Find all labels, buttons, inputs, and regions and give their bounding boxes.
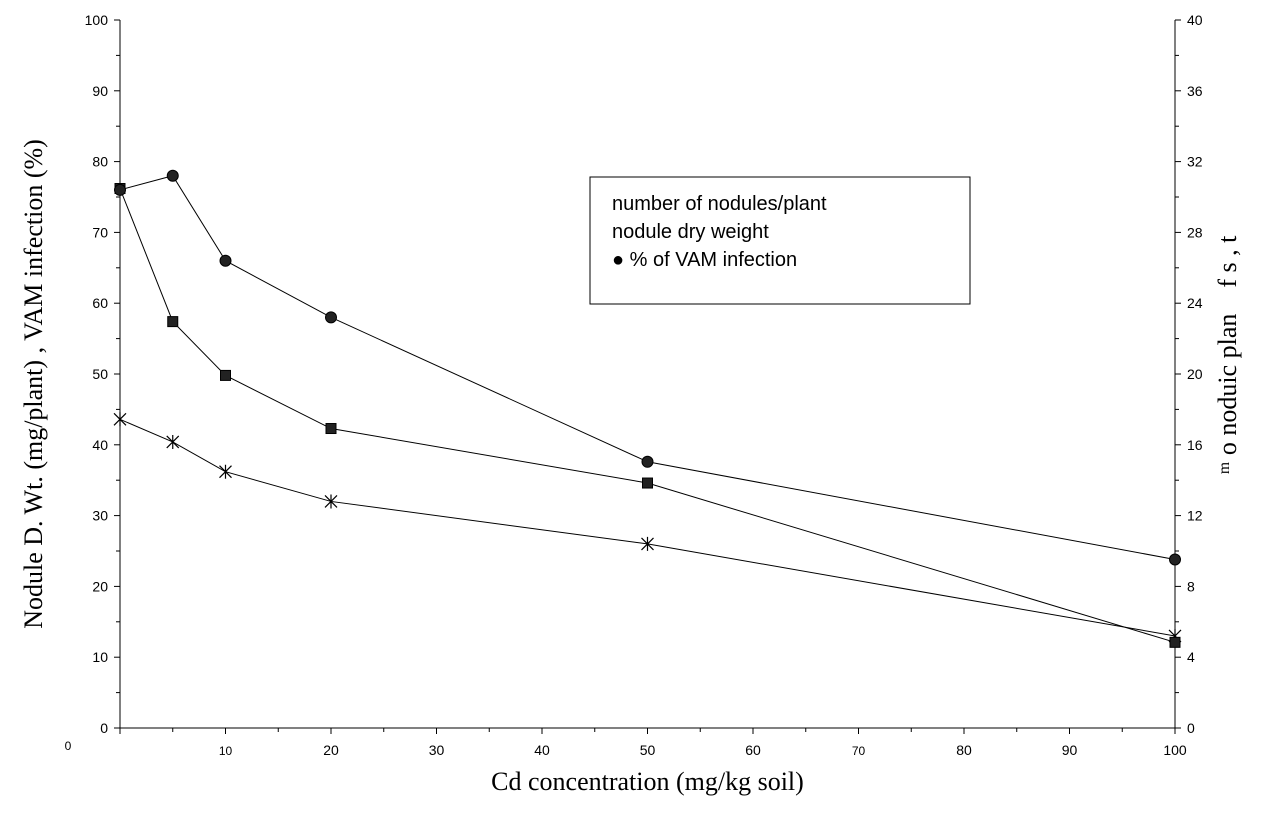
x-tick-label: 10 xyxy=(219,744,233,758)
y-tick-label: 60 xyxy=(92,295,108,311)
tick-marks xyxy=(114,19,1181,734)
data-point-circle xyxy=(325,311,337,324)
y2-tick-label: 4 xyxy=(1187,649,1195,665)
y2-tick-label: 32 xyxy=(1187,154,1203,170)
legend-box xyxy=(589,176,971,305)
y-tick-label: 30 xyxy=(92,508,108,524)
y2-tick-label: 12 xyxy=(1187,508,1203,524)
y-tick-label: 100 xyxy=(85,12,109,28)
data-point-square xyxy=(220,369,231,381)
data-point-square xyxy=(642,477,653,489)
y2-tick-label: 24 xyxy=(1187,295,1203,311)
series-line-square xyxy=(119,188,1176,643)
data-point-star xyxy=(324,494,338,509)
series-star xyxy=(113,412,1182,643)
y-tick-label: 90 xyxy=(92,83,108,99)
y-tick-label: 70 xyxy=(92,224,108,240)
series-line-star xyxy=(119,418,1176,637)
x-tick-label: 0 xyxy=(65,739,72,753)
y-tick-label: 10 xyxy=(92,649,108,665)
legend-entry-dry-weight: nodule dry weight xyxy=(612,221,769,243)
data-point-star xyxy=(166,434,180,449)
data-point-star xyxy=(641,536,654,551)
x-tick-label: 80 xyxy=(956,742,972,758)
y2-tick-label: 0 xyxy=(1187,720,1195,736)
y-tick-label: 20 xyxy=(92,578,108,594)
x-tick-label: 60 xyxy=(745,742,761,758)
legend: number of nodules/plant nodule dry weigh… xyxy=(589,176,971,305)
legend-entry-vam: ● % of VAM infection xyxy=(612,249,797,271)
y-tick-label: 40 xyxy=(92,437,108,453)
y2-tick-label: 20 xyxy=(1187,366,1203,382)
data-point-circle xyxy=(641,455,654,468)
data-point-circle xyxy=(219,254,232,267)
y2-axis-title: ᵐ o noduic plan f s , t xyxy=(1213,235,1242,475)
y2-tick-label: 28 xyxy=(1187,224,1203,240)
y-tick-label: 0 xyxy=(100,720,108,736)
axes xyxy=(119,20,1176,729)
data-point-square xyxy=(1169,636,1181,648)
x-tick-label: 30 xyxy=(429,742,445,758)
y2-tick-label: 16 xyxy=(1187,437,1203,453)
y-axis-title: Nodule D. Wt. (mg/plant) , VAM infection… xyxy=(19,139,48,629)
x-tick-label: 20 xyxy=(323,742,339,758)
x-tick-label: 100 xyxy=(1163,742,1187,758)
data-point-star xyxy=(219,464,232,479)
data-point-circle xyxy=(114,183,126,196)
x-tick-label: 70 xyxy=(852,744,866,758)
y2-tick-label: 8 xyxy=(1187,578,1195,594)
x-tick-label: 90 xyxy=(1062,742,1078,758)
x-tick-label: 40 xyxy=(534,742,550,758)
x-axis-title: Cd concentration (mg/kg soil) xyxy=(491,767,804,796)
y-tick-label: 50 xyxy=(92,366,108,382)
data-point-circle xyxy=(166,169,179,182)
y-tick-label: 80 xyxy=(92,154,108,170)
series-line-circle xyxy=(119,175,1176,560)
y2-tick-label: 36 xyxy=(1187,83,1203,99)
tick-labels: 0102030405060708090100048121620242832364… xyxy=(65,12,1203,758)
data-point-circle xyxy=(1169,553,1181,566)
x-tick-label: 50 xyxy=(640,742,656,758)
data-point-square xyxy=(325,423,337,435)
y2-tick-label: 40 xyxy=(1187,12,1203,28)
series-layer xyxy=(113,169,1182,648)
data-point-star xyxy=(113,412,127,427)
data-point-square xyxy=(167,316,179,328)
legend-entry-nodules: number of nodules/plant xyxy=(612,193,827,215)
series-circle xyxy=(114,169,1181,566)
